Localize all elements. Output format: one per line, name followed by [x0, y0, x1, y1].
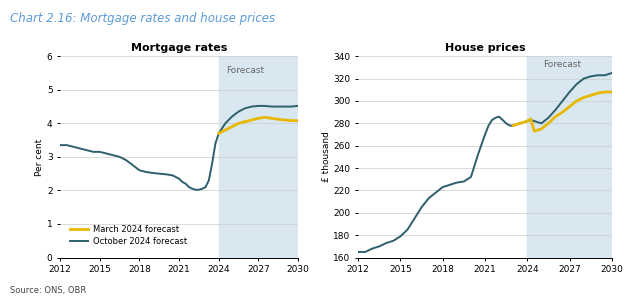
Title: House prices: House prices [444, 43, 526, 53]
Text: Chart 2.16: Mortgage rates and house prices: Chart 2.16: Mortgage rates and house pri… [10, 12, 275, 25]
Bar [219, 56, 298, 258]
Y-axis label: Per cent: Per cent [35, 138, 44, 176]
Bar [527, 56, 612, 258]
Y-axis label: £ thousand: £ thousand [321, 131, 330, 182]
Text: Source: ONS, OBR: Source: ONS, OBR [10, 286, 86, 295]
Legend: March 2024 forecast, October 2024 forecast: March 2024 forecast, October 2024 foreca… [67, 221, 190, 249]
Text: Forecast: Forecast [543, 59, 581, 69]
Title: Mortgage rates: Mortgage rates [131, 43, 228, 53]
Text: Forecast: Forecast [226, 66, 264, 75]
